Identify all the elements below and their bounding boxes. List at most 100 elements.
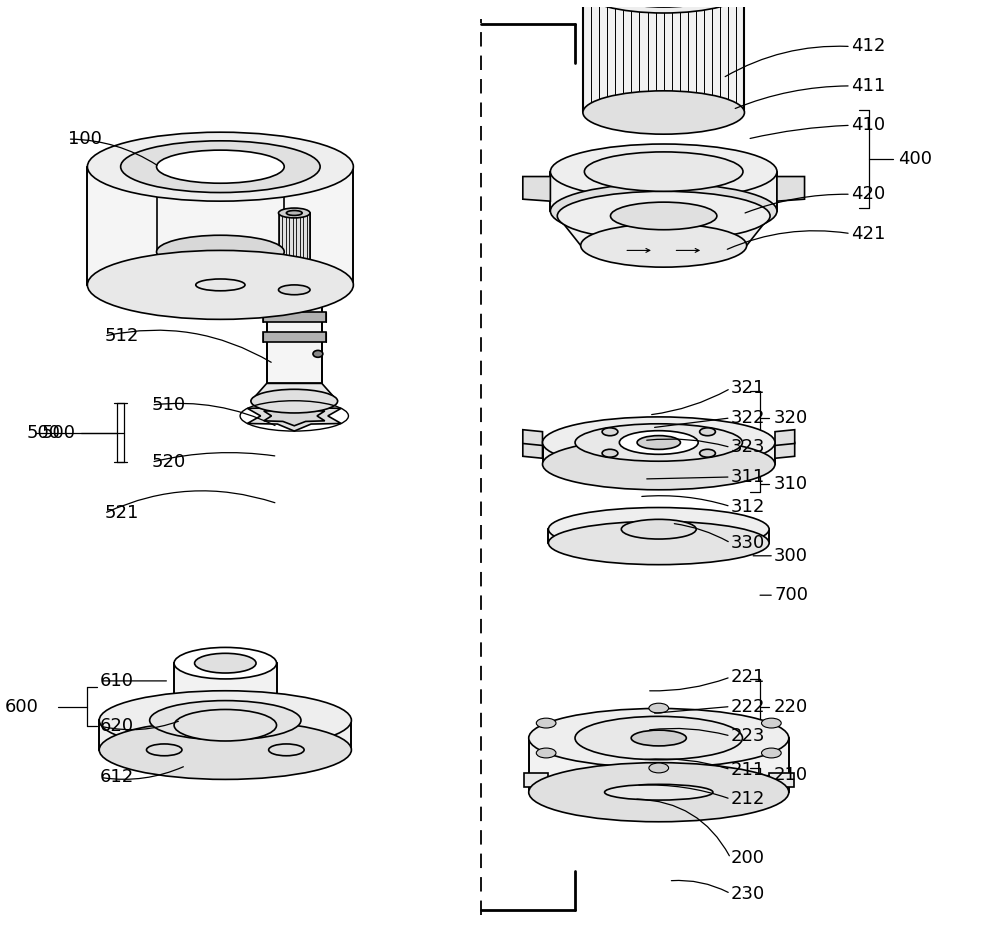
Ellipse shape bbox=[631, 730, 686, 746]
Ellipse shape bbox=[174, 709, 277, 741]
Polygon shape bbox=[550, 171, 777, 211]
Polygon shape bbox=[267, 289, 322, 384]
Ellipse shape bbox=[157, 235, 284, 268]
Text: 500: 500 bbox=[27, 424, 61, 442]
Ellipse shape bbox=[99, 721, 351, 780]
Polygon shape bbox=[147, 750, 182, 765]
Ellipse shape bbox=[87, 250, 353, 319]
Ellipse shape bbox=[121, 141, 320, 192]
Text: 311: 311 bbox=[731, 468, 765, 486]
Polygon shape bbox=[174, 664, 277, 725]
Polygon shape bbox=[529, 738, 789, 792]
Text: 521: 521 bbox=[104, 505, 139, 523]
Ellipse shape bbox=[619, 430, 698, 454]
Ellipse shape bbox=[174, 647, 277, 679]
Ellipse shape bbox=[313, 350, 323, 357]
Text: 320: 320 bbox=[774, 408, 808, 426]
Polygon shape bbox=[775, 443, 795, 458]
Polygon shape bbox=[557, 216, 770, 246]
Ellipse shape bbox=[548, 507, 769, 551]
Ellipse shape bbox=[529, 763, 789, 822]
Ellipse shape bbox=[87, 132, 353, 201]
Text: 500: 500 bbox=[41, 424, 75, 442]
Text: 412: 412 bbox=[851, 37, 885, 55]
Ellipse shape bbox=[605, 784, 713, 800]
Ellipse shape bbox=[557, 191, 770, 241]
Text: 323: 323 bbox=[731, 439, 765, 456]
Text: 421: 421 bbox=[851, 225, 885, 243]
Polygon shape bbox=[523, 429, 543, 446]
Text: 321: 321 bbox=[731, 379, 765, 397]
Ellipse shape bbox=[584, 152, 743, 191]
Text: 221: 221 bbox=[731, 668, 765, 686]
Text: 510: 510 bbox=[151, 396, 186, 414]
Ellipse shape bbox=[575, 716, 742, 760]
Polygon shape bbox=[523, 176, 550, 201]
Text: 310: 310 bbox=[774, 475, 808, 493]
Polygon shape bbox=[523, 443, 543, 458]
Polygon shape bbox=[269, 750, 304, 765]
Polygon shape bbox=[548, 529, 769, 543]
Ellipse shape bbox=[536, 718, 556, 728]
Ellipse shape bbox=[548, 522, 769, 565]
Ellipse shape bbox=[269, 744, 304, 756]
Ellipse shape bbox=[610, 202, 717, 229]
Polygon shape bbox=[279, 213, 310, 289]
Ellipse shape bbox=[550, 184, 777, 239]
Ellipse shape bbox=[251, 389, 338, 413]
Polygon shape bbox=[196, 285, 245, 307]
Polygon shape bbox=[777, 176, 805, 201]
Ellipse shape bbox=[583, 0, 744, 13]
Polygon shape bbox=[87, 167, 353, 285]
Polygon shape bbox=[251, 384, 338, 401]
Text: 600: 600 bbox=[4, 698, 38, 716]
Ellipse shape bbox=[762, 748, 781, 758]
Ellipse shape bbox=[536, 748, 556, 758]
Text: 300: 300 bbox=[774, 546, 808, 565]
Ellipse shape bbox=[581, 224, 747, 268]
Ellipse shape bbox=[529, 708, 789, 767]
Text: 411: 411 bbox=[851, 77, 885, 95]
Ellipse shape bbox=[280, 223, 288, 228]
Ellipse shape bbox=[543, 439, 775, 489]
Ellipse shape bbox=[550, 144, 777, 199]
Ellipse shape bbox=[147, 744, 182, 756]
Ellipse shape bbox=[700, 449, 715, 457]
Text: 230: 230 bbox=[731, 884, 765, 902]
Text: 100: 100 bbox=[68, 130, 102, 149]
Ellipse shape bbox=[602, 427, 618, 436]
Text: 222: 222 bbox=[731, 698, 765, 716]
Text: 700: 700 bbox=[774, 586, 808, 605]
Polygon shape bbox=[583, 0, 744, 112]
Text: 520: 520 bbox=[151, 453, 186, 471]
Polygon shape bbox=[99, 721, 351, 750]
Text: 620: 620 bbox=[100, 717, 134, 735]
Text: 200: 200 bbox=[731, 849, 765, 867]
Text: 210: 210 bbox=[774, 766, 808, 784]
Polygon shape bbox=[524, 772, 548, 787]
Text: 212: 212 bbox=[731, 790, 765, 808]
Ellipse shape bbox=[602, 449, 618, 457]
Text: 610: 610 bbox=[100, 672, 134, 690]
Ellipse shape bbox=[607, 0, 721, 7]
Ellipse shape bbox=[99, 691, 351, 750]
Ellipse shape bbox=[150, 701, 301, 740]
Polygon shape bbox=[769, 772, 794, 787]
Text: 220: 220 bbox=[774, 698, 808, 716]
Ellipse shape bbox=[543, 417, 775, 468]
Polygon shape bbox=[263, 312, 326, 323]
Ellipse shape bbox=[762, 718, 781, 728]
Ellipse shape bbox=[195, 653, 256, 673]
Polygon shape bbox=[775, 429, 795, 446]
Ellipse shape bbox=[636, 0, 691, 1]
Text: 410: 410 bbox=[851, 116, 885, 134]
Text: 330: 330 bbox=[731, 534, 765, 552]
Polygon shape bbox=[264, 407, 325, 426]
Text: 612: 612 bbox=[100, 768, 134, 786]
Ellipse shape bbox=[196, 279, 245, 290]
Text: 420: 420 bbox=[851, 186, 885, 204]
Text: 512: 512 bbox=[104, 327, 139, 346]
Text: 223: 223 bbox=[731, 727, 765, 745]
Ellipse shape bbox=[583, 90, 744, 134]
Ellipse shape bbox=[649, 763, 669, 773]
